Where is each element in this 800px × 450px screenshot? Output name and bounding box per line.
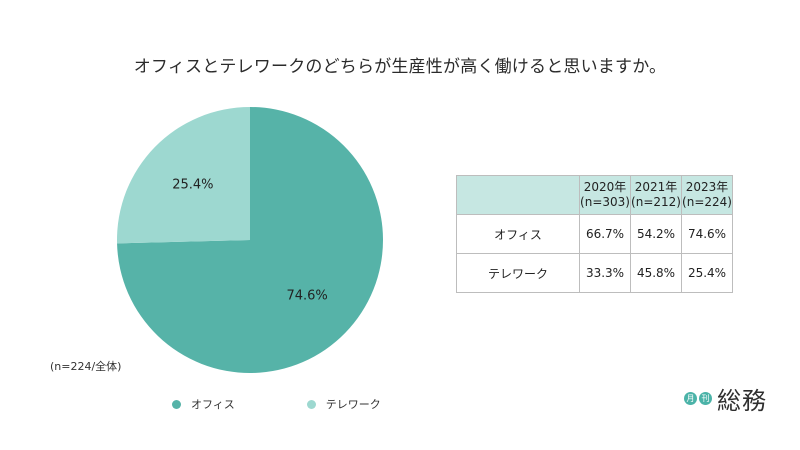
table-row-telework: テレワーク 33.3% 45.8% 25.4% xyxy=(456,253,733,293)
pie-label-office: 74.6% xyxy=(286,289,327,304)
header-sample: (n=212) xyxy=(631,195,681,209)
pie-chart: 74.6% 25.4% xyxy=(117,107,384,373)
table-row-office: オフィス 66.7% 54.2% 74.6% xyxy=(456,214,733,254)
legend-item-telework: テレワーク xyxy=(306,396,381,412)
header-year: 2023年 xyxy=(685,180,729,194)
pie-slice-telework xyxy=(117,107,250,244)
header-year: 2021年 xyxy=(634,180,678,194)
table-cell: 66.7% xyxy=(579,214,631,254)
logo-dot-tsuki: 月 xyxy=(684,392,697,405)
table-cell: 33.3% xyxy=(579,253,631,293)
header-sample: (n=224) xyxy=(682,195,732,209)
header-year: 2020年 xyxy=(583,180,627,194)
logo-text: 総務 xyxy=(717,387,767,415)
table-header-2021: 2021年 (n=212) xyxy=(630,175,682,215)
legend-swatch-telework xyxy=(306,399,316,409)
row-label: オフィス xyxy=(456,214,580,254)
table-cell: 25.4% xyxy=(681,253,733,293)
table-corner-cell xyxy=(456,175,580,215)
logo-dot-kan: 刊 xyxy=(699,392,712,405)
chart-title: オフィスとテレワークのどちらが生産性が高く働けると思いますか。 xyxy=(133,57,667,77)
pie-label-telework: 25.4% xyxy=(172,177,213,192)
table-header-2023: 2023年 (n=224) xyxy=(681,175,733,215)
legend-item-office: オフィス xyxy=(172,396,235,412)
table-header-2020: 2020年 (n=303) xyxy=(579,175,631,215)
pie-slice-office xyxy=(117,107,384,373)
comparison-table: 2020年 (n=303) 2021年 (n=212) 2023年 (n=224… xyxy=(456,175,733,293)
row-label: テレワーク xyxy=(456,253,580,293)
chart-legend: オフィス テレワーク xyxy=(172,396,453,412)
table-cell: 45.8% xyxy=(630,253,682,293)
legend-swatch-office xyxy=(172,399,181,409)
sample-size-note: (n=224/全体) xyxy=(50,360,122,373)
table-cell: 74.6% xyxy=(681,214,733,254)
table-cell: 54.2% xyxy=(630,214,682,254)
header-sample: (n=303) xyxy=(580,195,630,209)
legend-label-telework: テレワーク xyxy=(325,398,381,411)
table-header-row: 2020年 (n=303) 2021年 (n=212) 2023年 (n=224… xyxy=(456,175,733,215)
legend-label-office: オフィス xyxy=(191,398,235,411)
publisher-logo: 月 刊 総務 xyxy=(684,381,767,416)
